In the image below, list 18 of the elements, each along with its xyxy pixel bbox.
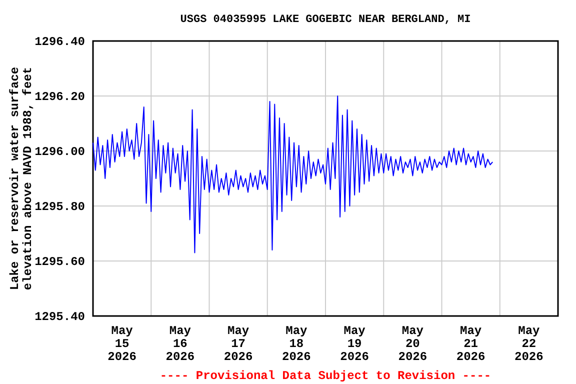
- chart-title: USGS 04035995 LAKE GOGEBIC NEAR BERGLAND, MI: [180, 14, 471, 26]
- line-series: [92, 96, 494, 254]
- x-tick-label: May 15 2026: [108, 324, 136, 364]
- x-tick-label: May 16 2026: [166, 324, 195, 364]
- y-tick-label: 1295.60: [34, 255, 85, 270]
- y-tick-label: 1296.00: [34, 145, 85, 160]
- x-tick-label: May 21 2026: [456, 324, 486, 364]
- x-tick-label: May 17 2026: [224, 324, 253, 364]
- x-tick-label: May 19 2026: [340, 324, 369, 364]
- x-tick-label: May 20 2026: [398, 324, 428, 364]
- y-tick-label: 1295.80: [34, 200, 85, 214]
- y-tick-label: 1295.40: [34, 310, 85, 324]
- y-tick-label: 1296.20: [34, 90, 85, 104]
- y-axis-title: Lake or reservoir water surface elevation above NAVD 1988, feet: [8, 66, 35, 290]
- x-tick-label: May 22 2026: [514, 324, 544, 364]
- y-tick-label: 1296.40: [34, 35, 85, 50]
- x-tick-label: May 18 2026: [282, 324, 311, 364]
- text: ---- Provisional Data Subject to Revision ----: [160, 369, 492, 383]
